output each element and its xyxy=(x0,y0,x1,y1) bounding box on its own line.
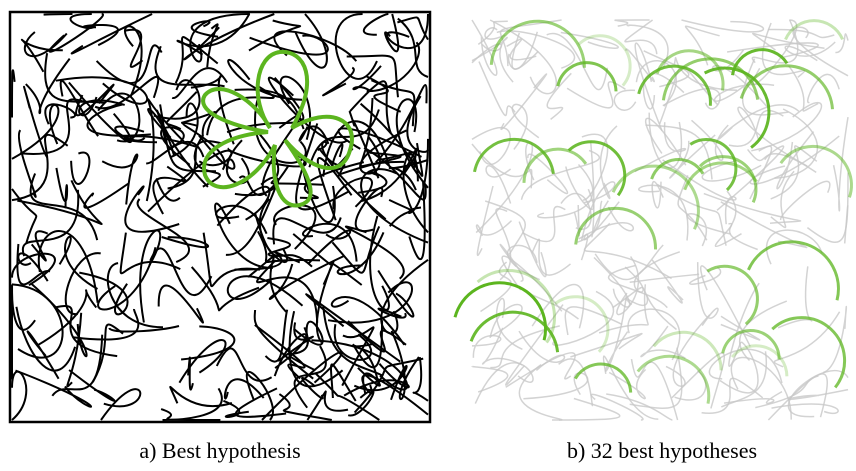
clutter-stroke xyxy=(108,263,163,327)
clutter-stroke xyxy=(472,336,501,358)
clutter-stroke xyxy=(84,184,128,208)
clutter-stroke xyxy=(755,376,818,408)
clutter-stroke xyxy=(781,181,830,220)
clutter-stroke xyxy=(823,307,846,373)
panel-32-hypotheses xyxy=(455,20,851,420)
clutter-stroke xyxy=(338,232,384,274)
faded-clutter xyxy=(472,20,848,420)
clutter-stroke xyxy=(16,307,75,371)
panel-best-hypothesis xyxy=(10,12,430,422)
clutter-stroke xyxy=(614,90,635,110)
clutter-stroke xyxy=(768,29,834,37)
clutter-stroke xyxy=(323,68,354,96)
clutter-stroke xyxy=(274,31,356,61)
clutter-stroke xyxy=(552,399,620,421)
clutter-stroke xyxy=(12,293,35,330)
clutter-stroke xyxy=(729,110,783,146)
clutter-stroke xyxy=(591,141,609,237)
clutter-stroke xyxy=(71,153,89,184)
clutter-stroke xyxy=(701,266,750,347)
clutter-stroke xyxy=(501,74,546,129)
clutter-stroke xyxy=(845,206,848,244)
clutter-stroke xyxy=(336,14,377,79)
clutter-stroke xyxy=(490,305,522,338)
clutter-stroke xyxy=(12,70,15,117)
clutter-stroke xyxy=(807,173,848,243)
caption-b: b) 32 best hypotheses xyxy=(567,438,757,463)
clutter-stroke xyxy=(682,20,764,32)
hypothesis-arc xyxy=(579,36,631,86)
clutter-stroke xyxy=(785,42,835,61)
clutter-stroke xyxy=(522,207,565,242)
hypothesis-arc xyxy=(748,242,838,300)
clutter-stroke xyxy=(204,233,260,286)
clutter-stroke xyxy=(309,231,351,264)
clutter-stroke xyxy=(512,33,538,69)
caption-a: a) Best hypothesis xyxy=(139,438,300,463)
clutter-stroke xyxy=(157,179,180,201)
clutter-stroke xyxy=(635,122,686,171)
clutter-stroke xyxy=(39,231,98,303)
hypothesis-arc xyxy=(576,208,656,249)
clutter-stroke xyxy=(643,73,683,109)
hypothesis-arc xyxy=(654,332,721,370)
clutter-stroke xyxy=(125,186,179,231)
clutter-stroke xyxy=(532,239,571,275)
clutter-stroke xyxy=(138,199,189,262)
clutter-stroke xyxy=(217,348,272,380)
clutter-stroke xyxy=(55,306,117,356)
clutter-stroke xyxy=(538,165,593,218)
clutter-stroke xyxy=(101,389,140,420)
clutter-stroke xyxy=(150,248,211,295)
clutter-stroke xyxy=(12,372,26,420)
clutter-stroke xyxy=(306,294,400,361)
clutter-stroke xyxy=(808,74,839,102)
hypothesis-arc xyxy=(558,63,616,92)
clutter-stroke xyxy=(772,404,839,413)
clutter-stroke xyxy=(159,286,203,323)
clutter-stroke xyxy=(302,378,323,399)
clutter-stroke xyxy=(56,168,67,208)
clutter-stroke xyxy=(333,178,372,210)
clutter-stroke xyxy=(519,365,561,420)
clutter-stroke xyxy=(475,363,533,404)
trefoil-hypothesis xyxy=(203,52,352,206)
clutter-stroke xyxy=(477,186,493,255)
clutter-stroke xyxy=(512,104,539,149)
clutter-stroke xyxy=(49,14,103,52)
page: a) Best hypothesis b) 32 best hypotheses… xyxy=(0,0,856,471)
clutter-stroke xyxy=(579,207,633,239)
figure: a) Best hypothesis b) 32 best hypotheses xyxy=(0,0,856,471)
clutter-stroke xyxy=(485,201,525,254)
clutter-stroke xyxy=(19,130,36,197)
clutter-stroke xyxy=(414,357,428,401)
clutter-stroke xyxy=(121,233,181,274)
clutter-stroke xyxy=(44,14,72,15)
clutter-stroke xyxy=(687,214,730,246)
hypothesis-arc xyxy=(772,318,844,388)
clutter-stroke xyxy=(715,224,741,247)
clutter-stroke xyxy=(652,260,683,303)
clutter-stroke xyxy=(225,379,264,398)
clutter-stroke xyxy=(84,25,118,45)
clutter-stroke xyxy=(595,245,663,280)
clutter-lines xyxy=(12,14,428,420)
clutter-stroke xyxy=(223,401,248,417)
